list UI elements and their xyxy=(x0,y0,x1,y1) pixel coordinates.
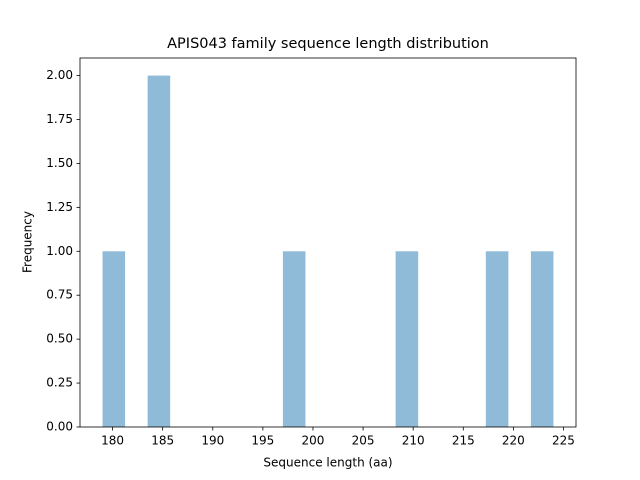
y-tick-label: 1.00 xyxy=(46,244,73,258)
y-tick-label: 1.75 xyxy=(46,112,73,126)
y-tick-label: 0.25 xyxy=(46,376,73,390)
y-tick-label: 2.00 xyxy=(46,68,73,82)
y-tick-label: 1.50 xyxy=(46,156,73,170)
y-tick-label: 1.25 xyxy=(46,200,73,214)
y-tick-label: 0.50 xyxy=(46,332,73,346)
x-tick-label: 195 xyxy=(251,434,274,448)
x-tick-label: 180 xyxy=(101,434,124,448)
x-tick-label: 225 xyxy=(552,434,575,448)
x-tick-label: 205 xyxy=(352,434,375,448)
bar xyxy=(485,251,509,427)
x-tick-label: 215 xyxy=(452,434,475,448)
bar xyxy=(282,251,306,427)
x-tick-label: 200 xyxy=(302,434,325,448)
x-tick-label: 210 xyxy=(402,434,425,448)
bar xyxy=(395,251,419,427)
x-tick-label: 220 xyxy=(502,434,525,448)
y-tick-label: 0.75 xyxy=(46,288,73,302)
bar xyxy=(530,251,554,427)
bar xyxy=(147,75,171,428)
plot-frame xyxy=(79,57,577,428)
x-tick-label: 185 xyxy=(151,434,174,448)
y-tick-label: 0.00 xyxy=(46,420,73,434)
y-axis-label: Frequency xyxy=(21,211,35,273)
bar xyxy=(102,251,126,427)
x-axis-label: Sequence length (aa) xyxy=(263,456,392,470)
x-tick-label: 190 xyxy=(201,434,224,448)
chart-title: APIS043 family sequence length distribut… xyxy=(167,36,489,52)
